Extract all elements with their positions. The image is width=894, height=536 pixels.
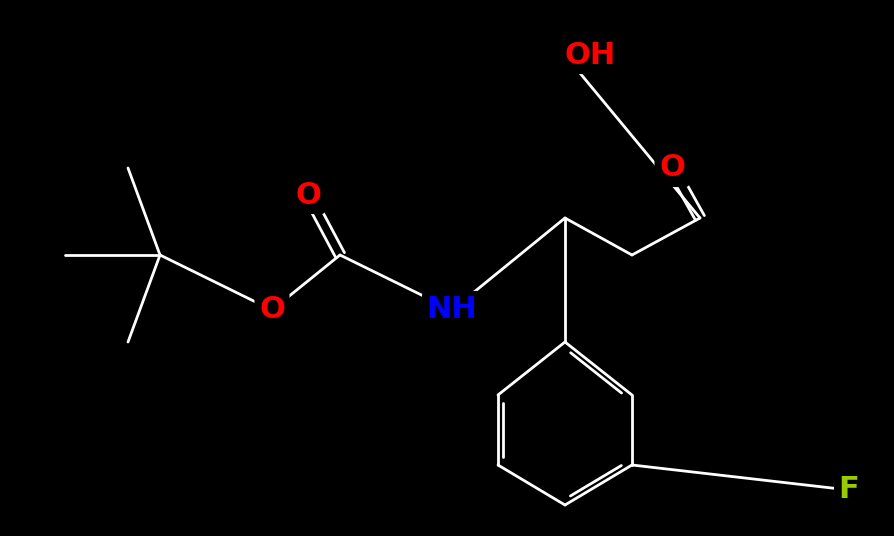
Text: O: O bbox=[258, 295, 284, 324]
Text: OH: OH bbox=[564, 41, 616, 70]
Text: NH: NH bbox=[426, 295, 477, 324]
Text: F: F bbox=[838, 475, 858, 504]
Text: O: O bbox=[658, 153, 684, 182]
Text: O: O bbox=[295, 181, 321, 210]
